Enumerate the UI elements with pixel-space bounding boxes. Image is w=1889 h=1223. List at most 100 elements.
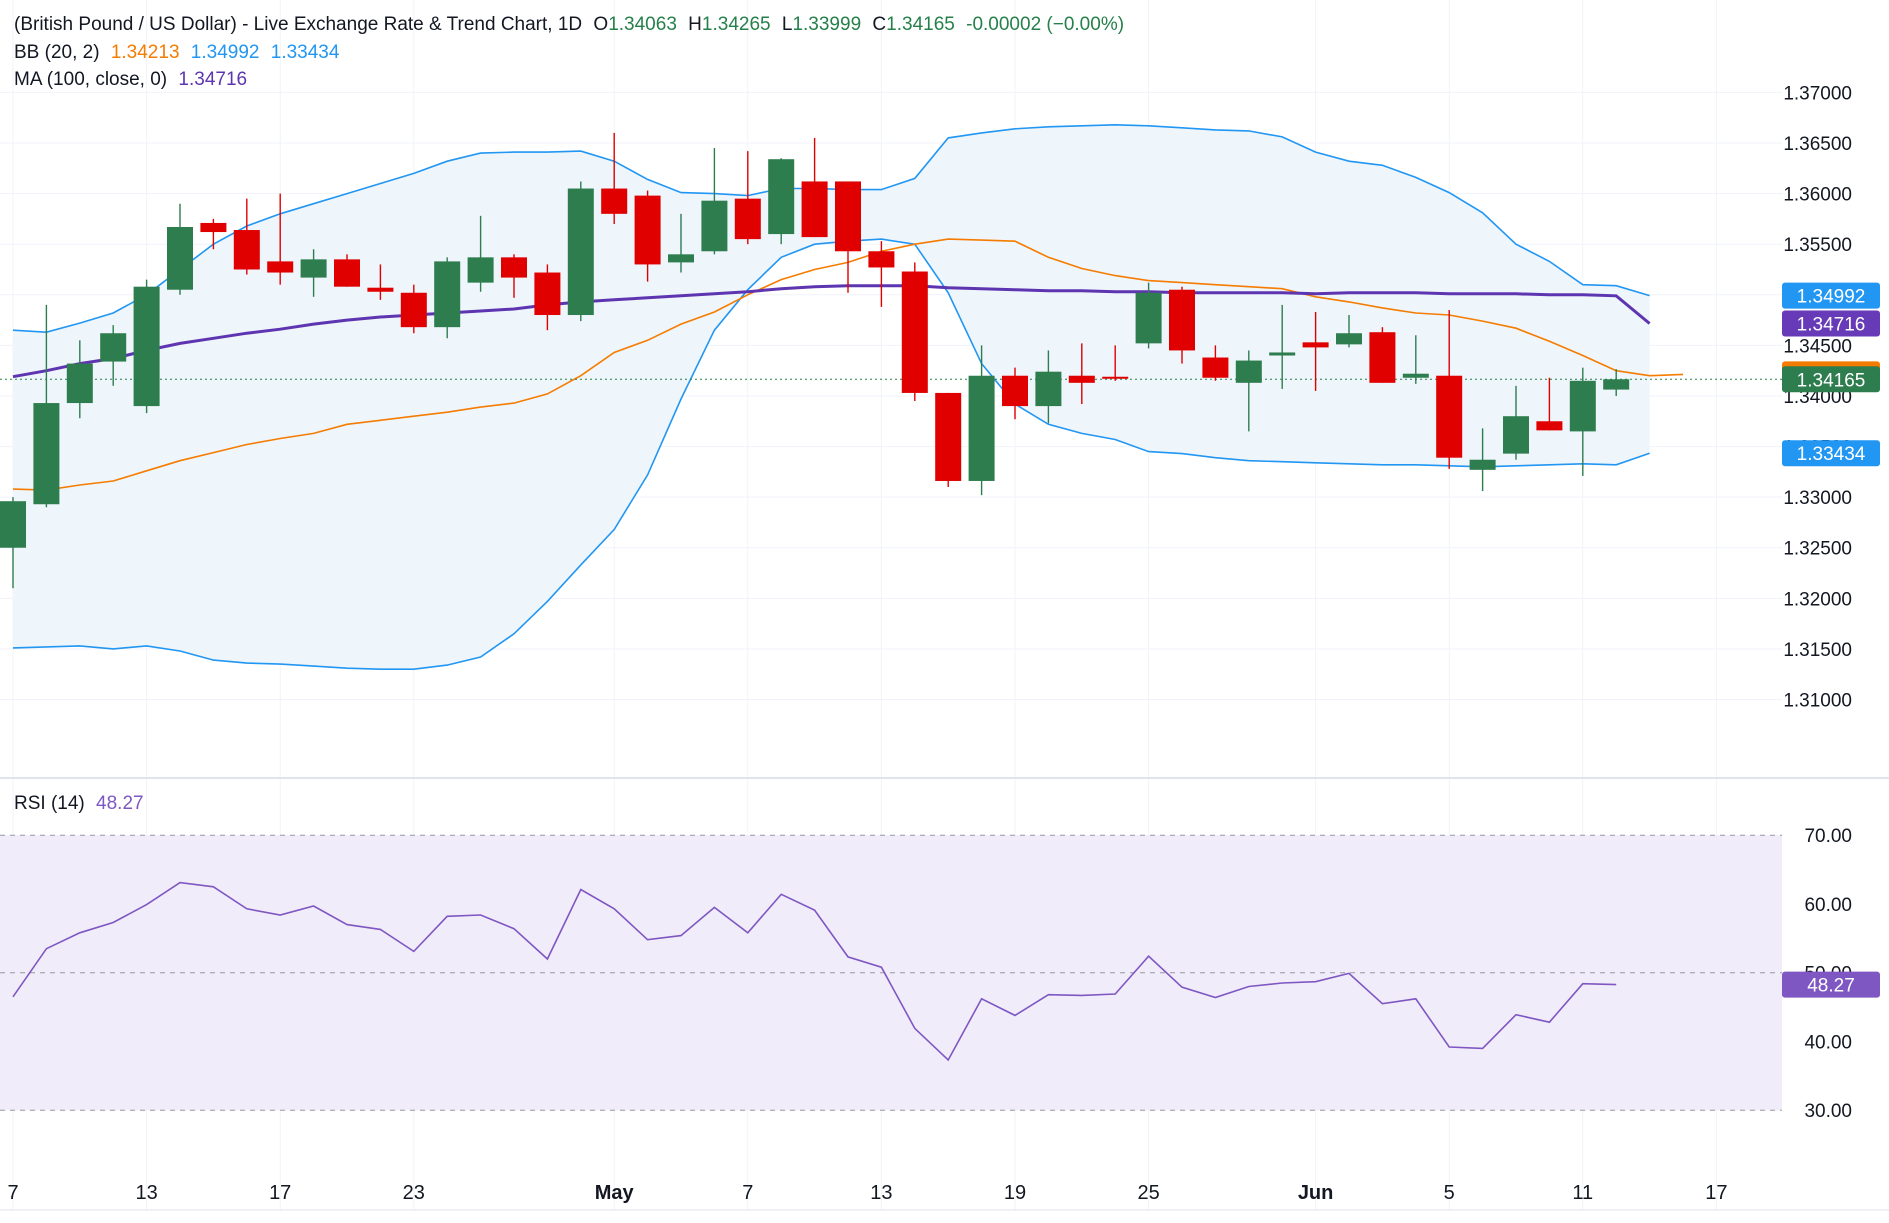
open-label: O (593, 14, 609, 35)
candle-body (1603, 379, 1630, 390)
candle-body (501, 257, 527, 278)
price-tag-box (1782, 282, 1880, 309)
candle-body (233, 230, 260, 270)
time-tick-label: 25 (1137, 1182, 1159, 1204)
candle-body (768, 159, 795, 235)
price-tag-box (1782, 310, 1880, 337)
time-tick-label: 13 (870, 1182, 892, 1204)
ma-label: MA (100, close, 0) (14, 69, 168, 90)
candle-body (0, 501, 26, 548)
candle-body (1536, 421, 1563, 431)
candle-body (1302, 342, 1329, 348)
bb-lower-line (12, 238, 1650, 670)
price-tag-box (1782, 366, 1880, 393)
low-value: 1.33999 (792, 14, 862, 35)
candlesticks (0, 132, 1630, 589)
bb-lower-value: 1.33434 (270, 42, 340, 63)
symbol-title[interactable]: (British Pound / US Dollar) - Live Excha… (14, 14, 583, 35)
time-tick-label: 17 (269, 1182, 291, 1204)
candle-body (601, 188, 628, 214)
candle-body (367, 287, 394, 292)
bb-upper-value: 1.34992 (190, 42, 260, 63)
ma-line (12, 284, 1651, 379)
price-tick-label: 1.32000 (1783, 589, 1852, 610)
ma-legend[interactable]: MA (100, close, 0) 1.34716 (14, 69, 253, 91)
open-value: 1.34063 (608, 14, 677, 35)
time-tick-label: Jun (1298, 1182, 1334, 1204)
high-value: 1.34265 (701, 14, 771, 35)
close-value: 1.34165 (886, 14, 955, 35)
price-tag-label: 1.34992 (1797, 287, 1866, 308)
price-tick-label: 1.36000 (1783, 185, 1852, 206)
rsi-tick-label: 30.00 (1804, 1101, 1852, 1122)
main-legend: (British Pound / US Dollar) - Live Excha… (14, 14, 1130, 36)
candle-body (1068, 375, 1095, 383)
bb-upper-line (12, 123, 1650, 334)
bb-legend[interactable]: BB (20, 2) 1.34213 1.34992 1.33434 (14, 42, 345, 64)
candle-body (66, 363, 93, 404)
bb-fill (13, 124, 1650, 670)
time-tick-label: 23 (403, 1182, 425, 1204)
candle-body (33, 403, 60, 505)
time-axis[interactable]: 7 13 17 23 May 7 13 19 25 Jun 5 11 17 (7, 1182, 1727, 1204)
time-tick-label: 7 (742, 1182, 753, 1204)
rsi-legend[interactable]: RSI (14) 48.27 (14, 793, 150, 815)
candle-body (1336, 333, 1362, 345)
close-label: C (872, 14, 887, 35)
time-tick-label: 19 (1004, 1182, 1026, 1204)
candle-body (1235, 360, 1262, 383)
time-tick-label: 7 (7, 1182, 18, 1204)
rsi-value: 48.27 (96, 793, 144, 814)
candle-body (133, 286, 160, 407)
candle-body (1469, 459, 1496, 470)
candle-body (935, 392, 962, 481)
price-tick-label: 1.37000 (1783, 83, 1852, 104)
candle-body (734, 198, 761, 240)
rsi-tick-label: 60.00 (1804, 895, 1852, 916)
candle-body (701, 200, 728, 252)
ma-value: 1.34716 (178, 69, 248, 90)
price-tick-label: 1.33000 (1783, 488, 1852, 509)
candle-body (534, 272, 561, 316)
candle-body (267, 261, 294, 273)
price-tag-label: 1.34716 (1797, 315, 1866, 336)
time-tick-label: 17 (1705, 1182, 1727, 1204)
bb-label: BB (20, 2) (14, 42, 100, 63)
candle-body (567, 188, 594, 316)
price-tick-label: 1.32500 (1783, 539, 1852, 560)
high-label: H (688, 14, 702, 35)
candle-body (1202, 357, 1229, 378)
change-value: -0.00002 (−0.00%) (966, 14, 1125, 35)
rsi-line (12, 881, 1617, 1062)
candle-body (968, 375, 995, 481)
candle-body (400, 292, 427, 328)
time-tick-label: 11 (1572, 1182, 1593, 1204)
candle-body (167, 226, 193, 290)
candle-body (200, 222, 227, 233)
bb-basis-value: 1.34213 (110, 42, 180, 63)
moving-average (12, 284, 1651, 379)
rsi-label: RSI (14) (14, 793, 85, 814)
candle-body (1035, 371, 1062, 407)
candle-body (1102, 376, 1129, 379)
price-tag-label: 1.34165 (1797, 370, 1866, 391)
rsi-tick-label: 40.00 (1804, 1032, 1852, 1053)
rsi-tick-label: 70.00 (1804, 826, 1852, 847)
low-label: L (781, 14, 793, 35)
time-tick-label: 5 (1444, 1182, 1455, 1204)
candle-body (835, 181, 861, 252)
candle-body (300, 259, 327, 278)
candle-body (1569, 380, 1596, 432)
candle-body (801, 181, 828, 238)
price-tick-label: 1.35500 (1783, 235, 1852, 256)
candle-body (1369, 332, 1396, 383)
candle-body (467, 257, 494, 283)
candle-body (1169, 289, 1195, 351)
candle-body (668, 254, 694, 263)
candle-body (634, 195, 661, 265)
candle-body (1002, 375, 1028, 407)
candle-body (1402, 373, 1429, 378)
candle-body (1269, 352, 1296, 356)
